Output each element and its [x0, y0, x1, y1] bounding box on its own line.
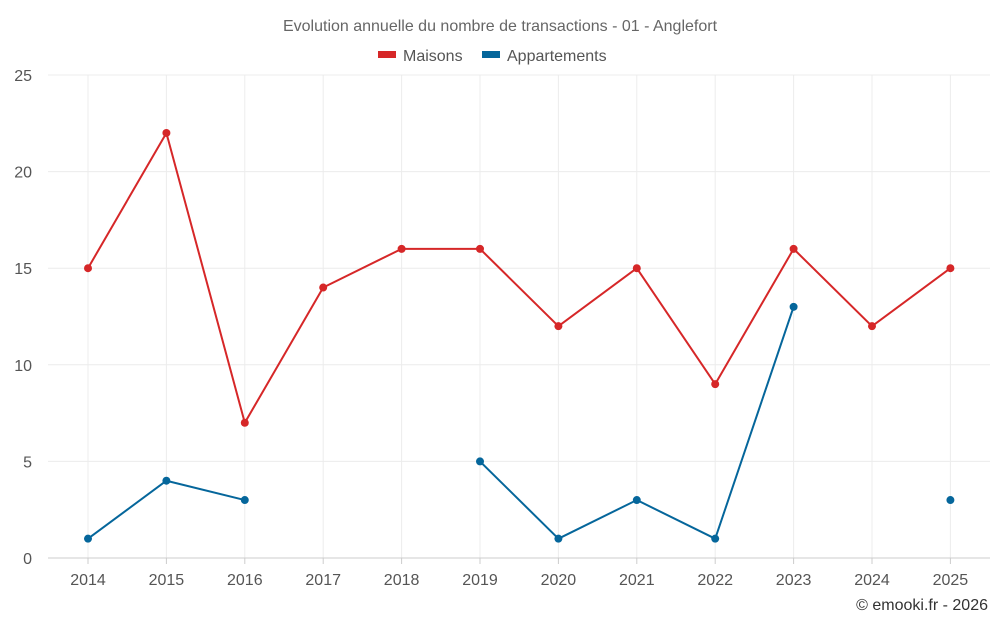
data-point-appartements[interactable]: [711, 534, 720, 543]
y-tick-label: 25: [14, 68, 32, 85]
x-tick-label: 2023: [776, 572, 812, 589]
data-point-appartements[interactable]: [240, 496, 249, 505]
data-point-maisons[interactable]: [162, 128, 171, 137]
y-axis: 0 5 10 15 20 25: [14, 68, 32, 568]
y-tick-label: 5: [23, 454, 32, 471]
data-point-maisons[interactable]: [397, 244, 406, 253]
y-tick-label: 10: [14, 358, 32, 375]
data-point-maisons[interactable]: [554, 322, 563, 331]
x-tick-label: 2024: [854, 572, 890, 589]
data-point-maisons[interactable]: [789, 244, 798, 253]
legend-swatch-maisons: [378, 51, 396, 58]
legend: Maisons Appartements: [378, 48, 607, 65]
legend-label-appartements: Appartements: [507, 48, 607, 65]
gridlines: [48, 74, 990, 558]
data-point-appartements[interactable]: [84, 534, 92, 543]
data-point-maisons[interactable]: [946, 264, 955, 273]
series-maisons: [84, 128, 955, 427]
x-tick-label: 2017: [305, 572, 341, 589]
x-tick-label: 2025: [933, 572, 969, 589]
legend-item-appartements[interactable]: Appartements: [482, 48, 607, 65]
x-tick-label: 2019: [462, 572, 498, 589]
x-tick-label: 2021: [619, 572, 655, 589]
data-point-maisons[interactable]: [632, 264, 641, 273]
data-point-maisons[interactable]: [240, 418, 249, 427]
x-tick-label: 2014: [70, 572, 106, 589]
legend-label-maisons: Maisons: [403, 48, 463, 65]
x-tick-label: 2020: [541, 572, 577, 589]
y-tick-label: 0: [23, 551, 32, 568]
chart-title: Evolution annuelle du nombre de transact…: [283, 18, 718, 35]
data-point-maisons[interactable]: [319, 283, 328, 292]
series-appartements: [84, 302, 955, 543]
data-point-maisons[interactable]: [868, 322, 876, 331]
plot-area: [84, 128, 955, 543]
legend-item-maisons[interactable]: Maisons: [378, 48, 463, 65]
data-point-maisons[interactable]: [476, 244, 484, 253]
data-point-appartements[interactable]: [162, 476, 171, 485]
credit-text: © emooki.fr - 2026: [856, 597, 988, 614]
x-tick-label: 2015: [149, 572, 185, 589]
data-point-maisons[interactable]: [711, 380, 720, 389]
x-tick-label: 2018: [384, 572, 420, 589]
data-point-appartements[interactable]: [476, 457, 484, 466]
data-point-appartements[interactable]: [632, 496, 641, 505]
series-line-maisons: [87, 131, 951, 424]
data-point-appartements[interactable]: [789, 302, 798, 311]
x-axis: 2014 2015 2016 2017 2018 2019 2020 2021 2022 2023…: [48, 557, 990, 589]
data-point-maisons[interactable]: [84, 264, 92, 273]
y-tick-label: 15: [14, 261, 32, 278]
legend-swatch-appartements: [482, 51, 500, 58]
data-point-appartements[interactable]: [554, 534, 563, 543]
x-tick-label: 2022: [697, 572, 733, 589]
data-point-appartements[interactable]: [946, 496, 955, 505]
y-tick-label: 20: [14, 165, 32, 182]
x-tick-label: 2016: [227, 572, 263, 589]
